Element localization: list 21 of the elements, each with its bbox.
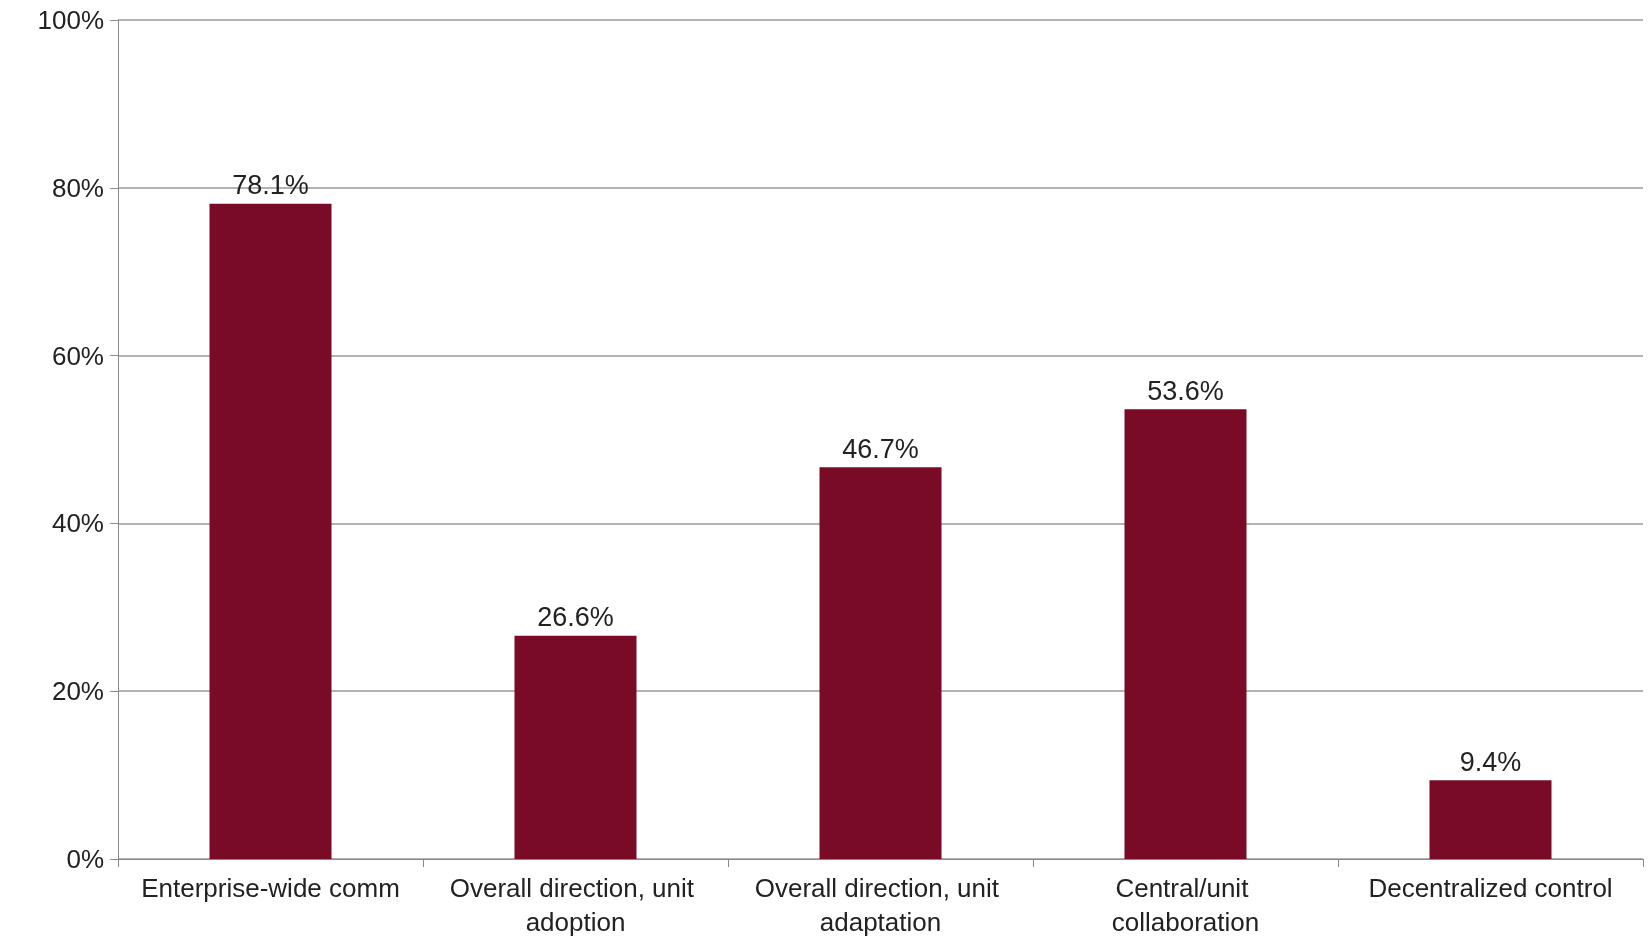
x-tick-label: Overall direction, unit adoption bbox=[449, 873, 702, 937]
bar bbox=[209, 203, 332, 859]
data-label: 46.7% bbox=[842, 433, 919, 464]
y-tick-label: 40% bbox=[51, 508, 104, 539]
data-label: 78.1% bbox=[232, 170, 309, 201]
y-tick-label: 80% bbox=[51, 172, 104, 203]
bar bbox=[1124, 409, 1247, 859]
bar bbox=[819, 467, 942, 859]
data-label: 53.6% bbox=[1147, 375, 1224, 406]
y-tick-label: 100% bbox=[37, 5, 104, 35]
data-label: 26.6% bbox=[537, 602, 614, 633]
bar bbox=[1429, 780, 1552, 859]
x-tick-label: Overall direction, unit adaptation bbox=[754, 873, 1007, 937]
x-tick-label: Central/unit collaboration bbox=[1111, 873, 1260, 937]
y-tick-label: 60% bbox=[51, 340, 104, 371]
data-label: 9.4% bbox=[1459, 746, 1522, 777]
y-tick-label: 20% bbox=[51, 676, 104, 707]
x-tick-label: Enterprise-wide comm bbox=[141, 873, 400, 903]
x-tick-label: Decentralized control bbox=[1368, 873, 1613, 903]
y-tick-label: 0% bbox=[66, 844, 104, 874]
bar bbox=[514, 635, 637, 859]
